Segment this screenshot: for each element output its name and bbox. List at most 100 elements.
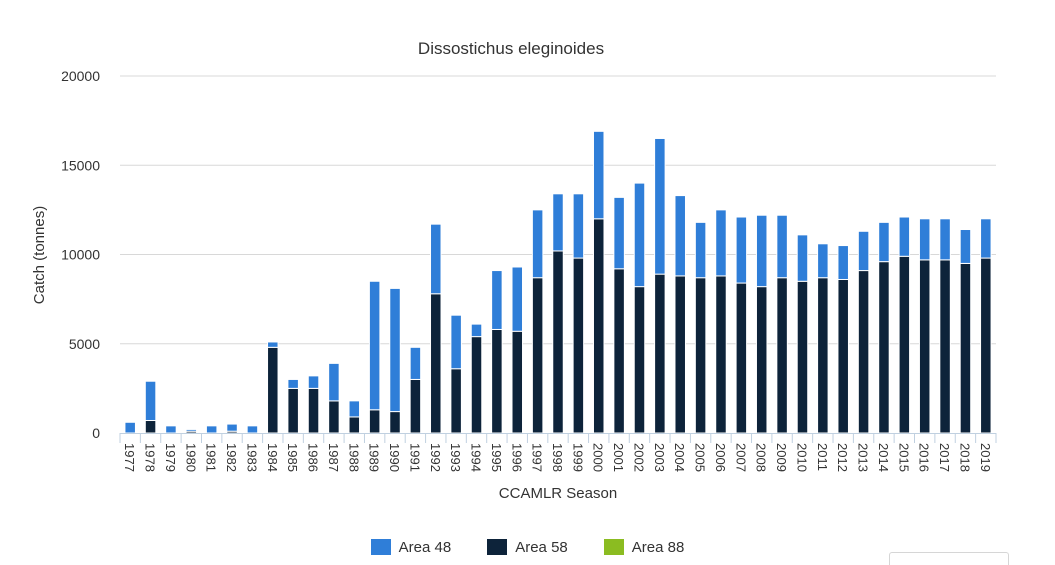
x-tick-label: 1983 <box>244 443 259 472</box>
bar-area-48-2013[interactable] <box>857 230 870 272</box>
bar-area-48-1980[interactable] <box>185 428 198 432</box>
bar-area-58-2000[interactable] <box>592 218 605 434</box>
x-tick-label: 1987 <box>326 443 341 472</box>
bar-area-48-1989[interactable] <box>368 280 381 411</box>
bar-area-58-1986[interactable] <box>307 387 320 434</box>
bar-area-58-2007[interactable] <box>735 282 748 434</box>
bar-area-48-2014[interactable] <box>878 221 890 263</box>
bar-area-58-1989[interactable] <box>368 409 381 434</box>
bar-area-58-2005[interactable] <box>694 277 707 434</box>
bar-area-58-1994[interactable] <box>470 336 483 434</box>
x-tick-label: 1989 <box>367 443 382 472</box>
bar-area-48-2006[interactable] <box>715 209 727 277</box>
bar-area-48-1978[interactable] <box>144 380 157 422</box>
bar-area-58-1985[interactable] <box>287 387 299 434</box>
bar-area-48-1993[interactable] <box>450 314 462 370</box>
legend-item-area-48[interactable]: Area 48 <box>370 539 451 556</box>
bar-area-48-1986[interactable] <box>307 375 320 389</box>
bar-area-58-1996[interactable] <box>511 330 524 434</box>
bar-area-48-1984[interactable] <box>267 341 279 348</box>
bar-area-58-1997[interactable] <box>531 277 544 434</box>
bar-area-58-2017[interactable] <box>939 259 951 434</box>
bar-area-48-2005[interactable] <box>694 221 707 279</box>
bar-area-58-2003[interactable] <box>654 273 666 434</box>
bar-area-58-1987[interactable] <box>328 400 340 434</box>
bar-area-48-1996[interactable] <box>511 266 524 332</box>
bar-area-58-2013[interactable] <box>857 270 870 434</box>
x-tick-label: 1978 <box>143 443 158 472</box>
bar-area-58-2015[interactable] <box>898 255 911 434</box>
bar-area-58-1998[interactable] <box>552 250 564 434</box>
bar-area-58-2012[interactable] <box>837 278 849 434</box>
bar-area-48-2019[interactable] <box>980 218 992 259</box>
bar-area-48-2009[interactable] <box>776 214 788 279</box>
bar-area-58-1995[interactable] <box>491 328 503 434</box>
bar-area-58-1984[interactable] <box>267 346 279 434</box>
bar-area-48-1979[interactable] <box>165 425 177 434</box>
bar-area-58-1978[interactable] <box>144 420 157 434</box>
bar-area-58-2010[interactable] <box>796 280 809 434</box>
bar-area-58-2019[interactable] <box>980 257 992 434</box>
bar-area-58-2006[interactable] <box>715 275 727 434</box>
bar-area-48-1997[interactable] <box>531 209 544 279</box>
bar-area-58-2001[interactable] <box>613 268 625 434</box>
bar-area-48-1998[interactable] <box>552 193 564 252</box>
bar-area-48-1985[interactable] <box>287 378 299 389</box>
bar-area-48-1994[interactable] <box>470 323 483 338</box>
bar-area-48-2001[interactable] <box>613 196 625 270</box>
legend: Area 48 Area 58 Area 88 <box>0 537 1055 557</box>
x-tick-label: 1992 <box>428 443 443 472</box>
bar-area-48-2018[interactable] <box>959 229 972 264</box>
bar-area-58-2009[interactable] <box>776 277 788 434</box>
bar-area-48-1982[interactable] <box>226 423 238 432</box>
bar-area-48-2000[interactable] <box>592 130 605 220</box>
bar-area-48-2004[interactable] <box>674 195 686 277</box>
x-tick-label: 2014 <box>876 443 891 472</box>
bar-area-48-1992[interactable] <box>430 223 442 295</box>
x-tick-label: 1980 <box>183 443 198 472</box>
bar-area-48-1977[interactable] <box>124 421 136 434</box>
bar-area-58-1991[interactable] <box>409 378 422 434</box>
bars <box>124 130 992 434</box>
export-menu-tab[interactable] <box>889 552 1009 565</box>
bar-area-48-1990[interactable] <box>389 287 401 413</box>
bar-area-48-2017[interactable] <box>939 218 951 261</box>
bar-area-48-2010[interactable] <box>796 234 809 282</box>
bar-area-48-2008[interactable] <box>755 214 768 288</box>
bar-area-48-1991[interactable] <box>409 346 422 380</box>
x-tick-label: 2011 <box>815 443 830 471</box>
bar-area-48-1987[interactable] <box>328 362 340 402</box>
bar-area-58-1993[interactable] <box>450 368 462 434</box>
legend-item-area-58[interactable]: Area 58 <box>487 539 568 556</box>
bar-area-58-2004[interactable] <box>674 275 686 434</box>
x-tick-label: 1988 <box>346 443 361 472</box>
bar-area-58-1992[interactable] <box>430 293 442 434</box>
bar-area-48-1988[interactable] <box>348 400 361 418</box>
bar-area-58-2018[interactable] <box>959 262 972 434</box>
x-tick-label: 1994 <box>469 443 484 472</box>
bar-area-48-2012[interactable] <box>837 245 849 280</box>
y-axis-tick-labels: 0 5000 10000 15000 20000 <box>61 68 100 441</box>
bar-area-48-2011[interactable] <box>817 243 829 279</box>
bar-area-48-2007[interactable] <box>735 216 748 284</box>
bar-area-58-1999[interactable] <box>572 257 585 434</box>
bar-area-48-2015[interactable] <box>898 216 911 257</box>
bar-area-58-2014[interactable] <box>878 261 890 434</box>
bar-area-58-2011[interactable] <box>817 277 829 434</box>
bar-area-58-2008[interactable] <box>755 286 768 434</box>
bar-area-58-1990[interactable] <box>389 411 401 434</box>
bar-area-48-1995[interactable] <box>491 270 503 330</box>
bar-area-48-1981[interactable] <box>205 425 218 434</box>
bar-area-48-2002[interactable] <box>633 182 646 288</box>
legend-swatch-area-88 <box>603 539 624 555</box>
bar-area-48-2016[interactable] <box>918 218 931 261</box>
legend-swatch-area-48 <box>370 539 391 555</box>
bar-area-58-2002[interactable] <box>633 286 646 434</box>
bar-area-58-2016[interactable] <box>918 259 931 434</box>
bar-area-48-2003[interactable] <box>654 137 666 275</box>
legend-item-area-88[interactable]: Area 88 <box>603 539 684 556</box>
legend-label-area-58: Area 58 <box>515 538 568 556</box>
bar-area-48-1983[interactable] <box>246 425 259 434</box>
bar-area-58-1988[interactable] <box>348 416 361 434</box>
bar-area-48-1999[interactable] <box>572 193 585 259</box>
